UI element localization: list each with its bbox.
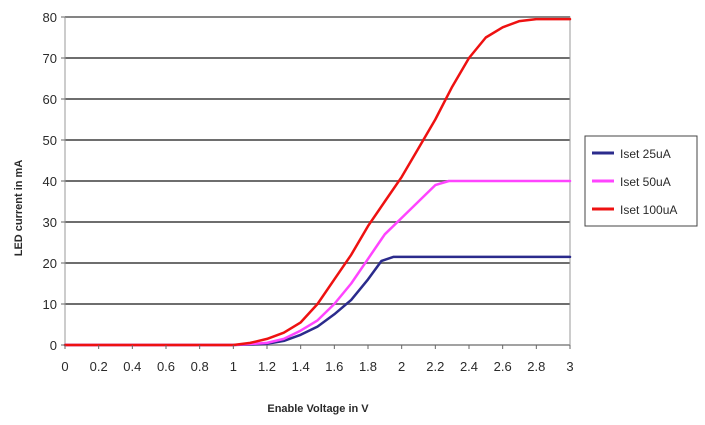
series-line-2 (63, 179, 572, 347)
x-tick-label: 1.2 (258, 359, 276, 374)
x-tick-label: 2.4 (460, 359, 478, 374)
x-tick-label: 1 (230, 359, 237, 374)
series-lines (63, 17, 572, 347)
x-tick-label: 2.6 (494, 359, 512, 374)
y-tick-label: 0 (50, 338, 57, 353)
y-tick-label: 30 (43, 215, 57, 230)
legend-label: Iset 25uA (620, 147, 671, 161)
x-axis-tick-labels: 0 0.2 0.4 0.6 0.8 1 1.2 1.4 1.6 1.8 2 2.2 2.4 2.6 2.8 3 (61, 345, 574, 374)
legend: Iset 25uA Iset 50uA Iset 100uA (584, 135, 698, 227)
x-tick-label: 0.4 (123, 359, 141, 374)
y-axis-tick-labels: 0 10 20 30 40 50 60 70 80 (43, 10, 65, 353)
legend-label: Iset 50uA (620, 175, 671, 189)
y-tick-label: 20 (43, 256, 57, 271)
y-tick-label: 70 (43, 51, 57, 66)
x-tick-label: 0 (61, 359, 68, 374)
x-tick-label: 2 (398, 359, 405, 374)
x-tick-label: 0.6 (157, 359, 175, 374)
series-line-3 (63, 17, 572, 347)
y-tick-label: 40 (43, 174, 57, 189)
y-axis-title: LED current in mA (13, 160, 25, 257)
x-tick-label: 0.8 (191, 359, 209, 374)
x-tick-label: 1.8 (359, 359, 377, 374)
legend-label: Iset 100uA (620, 203, 677, 217)
x-tick-label: 1.4 (292, 359, 310, 374)
x-tick-label: 2.8 (527, 359, 545, 374)
x-tick-label: 1.6 (325, 359, 343, 374)
y-tick-label: 60 (43, 92, 57, 107)
x-tick-label: 3 (566, 359, 573, 374)
y-tick-label: 50 (43, 133, 57, 148)
x-tick-label: 0.2 (90, 359, 108, 374)
legend-items: Iset 25uA Iset 50uA Iset 100uA (592, 147, 677, 217)
y-tick-label: 10 (43, 297, 57, 312)
x-axis-title: Enable Voltage in V (267, 403, 369, 415)
y-tick-label: 80 (43, 10, 57, 25)
x-tick-label: 2.2 (426, 359, 444, 374)
series-line-1 (63, 255, 572, 347)
